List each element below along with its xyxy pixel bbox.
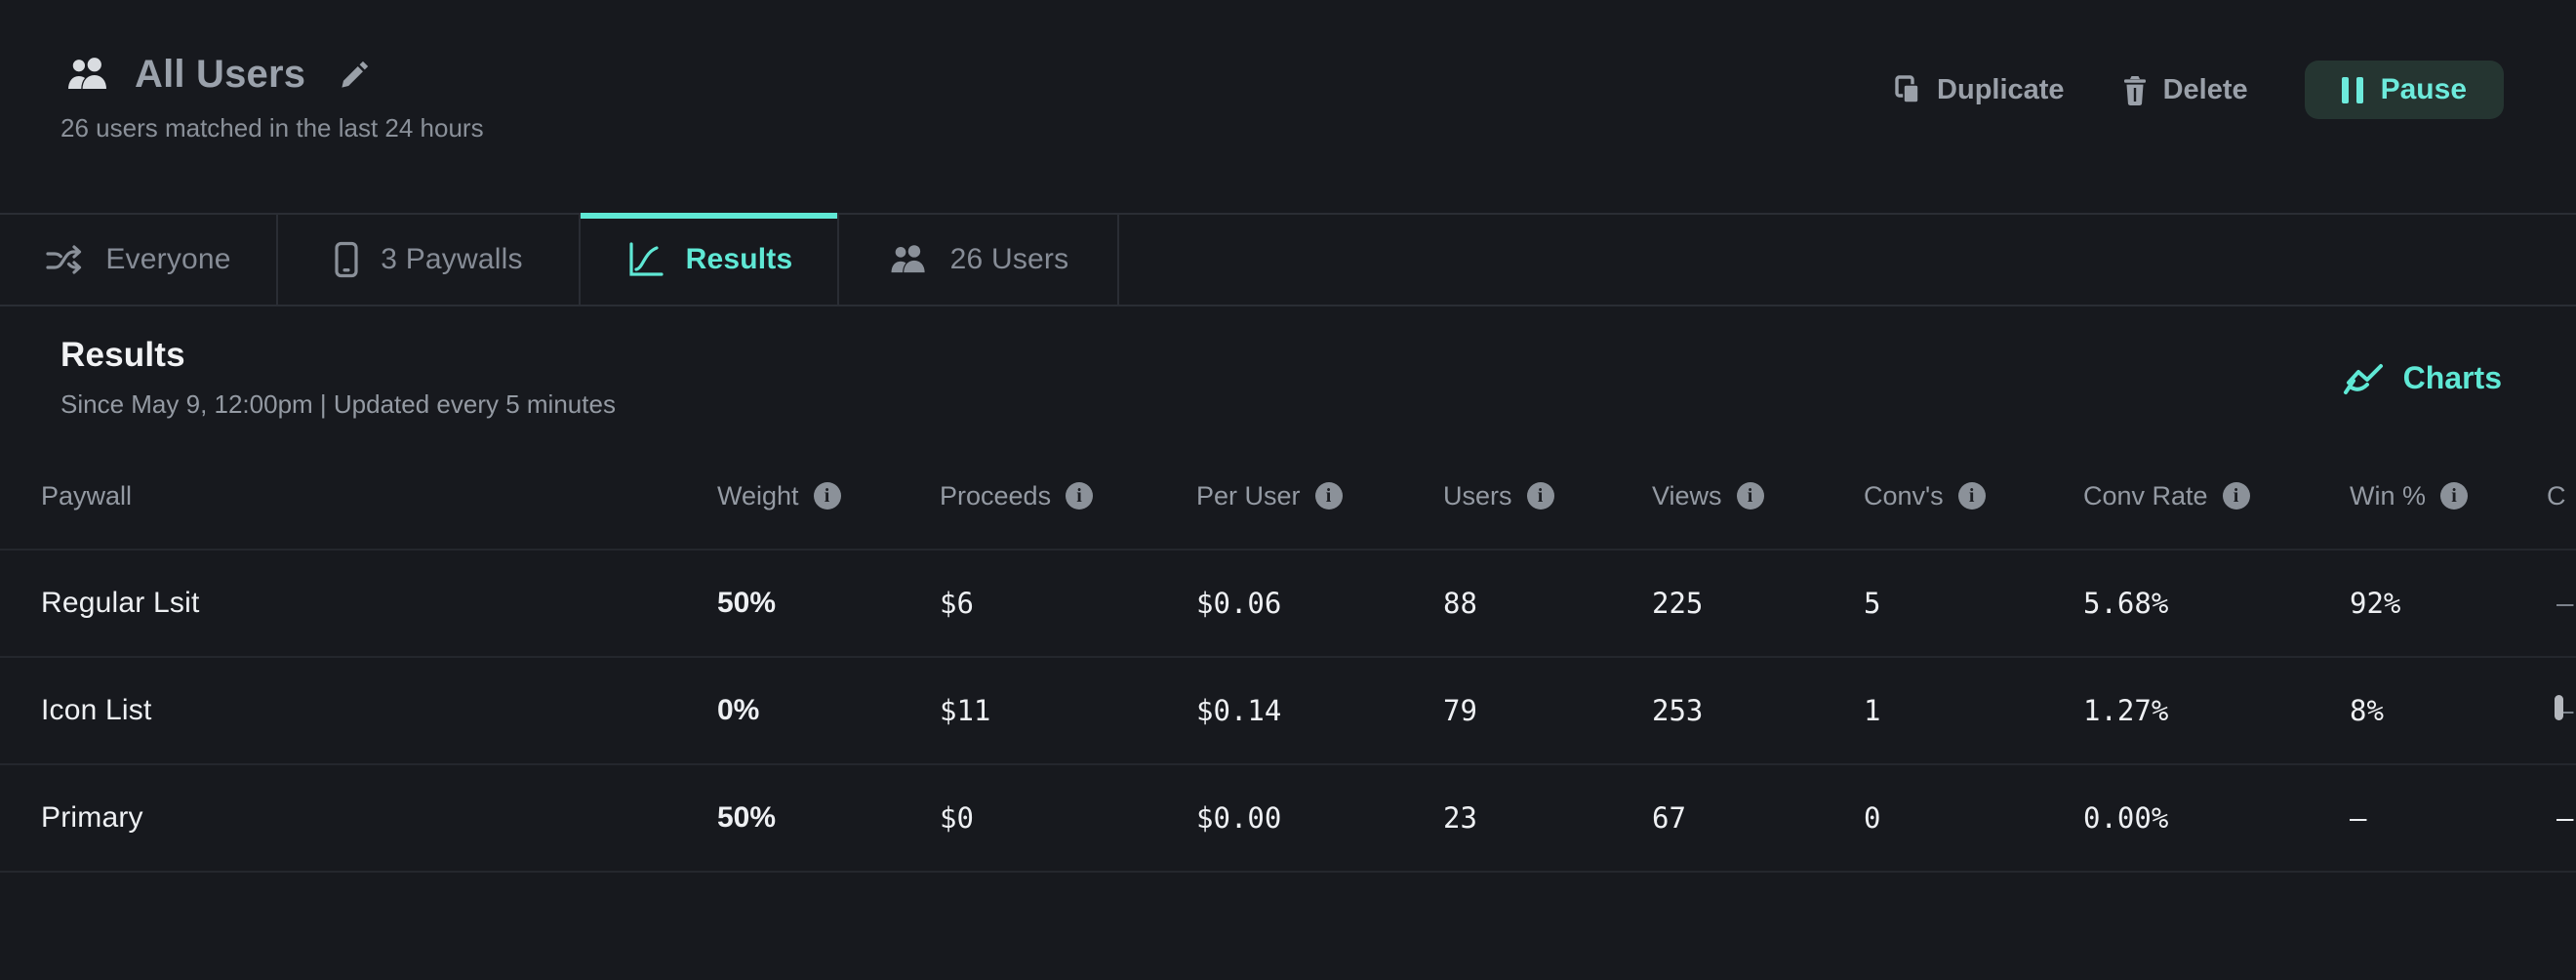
column-header-users: Users i (1443, 481, 1652, 511)
cell-convs: 1 (1864, 694, 1881, 727)
cell-weight: 50% (717, 801, 777, 834)
cell-per-user: $0.14 (1196, 694, 1282, 727)
cell-paywall: Regular Lsit (41, 587, 200, 619)
column-header-views: Views i (1652, 481, 1864, 511)
cell-users: 88 (1443, 587, 1477, 620)
cell-per-user: $0.00 (1196, 801, 1282, 835)
column-header-win: Win % i (2350, 481, 2547, 511)
cell-convs: 5 (1864, 587, 1881, 620)
table-row-primary[interactable]: Primary 50% $0 $0.00 23 67 0 0.00% – – (0, 765, 2576, 873)
table-row-icon-list[interactable]: Icon List 0% $11 $0.14 79 253 1 1.27% 8%… (0, 658, 2576, 765)
tab-paywalls-label: 3 Paywalls (381, 243, 523, 275)
tab-everyone[interactable]: Everyone (0, 215, 278, 305)
info-icon[interactable]: i (1526, 482, 1554, 510)
info-icon[interactable]: i (1736, 482, 1764, 510)
table-row-regular-lsit[interactable]: Regular Lsit 50% $6 $0.06 88 225 5 5.68%… (0, 551, 2576, 658)
cell-users: 79 (1443, 694, 1477, 727)
pause-button[interactable]: Pause (2304, 61, 2504, 119)
info-icon[interactable]: i (2440, 482, 2469, 510)
tab-results[interactable]: Results (581, 213, 839, 305)
tab-results-label: Results (685, 243, 793, 275)
duplicate-icon (1893, 74, 1922, 105)
duplicate-button[interactable]: Duplicate (1893, 74, 2065, 106)
cell-proceeds: $6 (940, 587, 974, 620)
cell-conv-rate: 1.27% (2083, 694, 2169, 727)
column-header-convs: Conv's i (1864, 481, 2083, 511)
column-header-per-user: Per User i (1196, 481, 1443, 511)
shuffle-icon (45, 243, 84, 276)
title-row: All Users (60, 49, 2576, 100)
tab-paywalls[interactable]: 3 Paywalls (278, 215, 581, 305)
column-header-conv-rate: Conv Rate i (2083, 481, 2350, 511)
cell-conv-rate: 0.00% (2083, 801, 2169, 835)
duplicate-label: Duplicate (1937, 73, 2065, 105)
cell-weight: 0% (717, 694, 760, 726)
cell-views: 67 (1652, 801, 1686, 835)
column-header-proceeds: Proceeds i (940, 481, 1196, 511)
top-actions: Duplicate Delete Paus (1893, 61, 2504, 119)
phone-icon (334, 241, 359, 278)
experiment-page: All Users 26 users matched in the last 2… (0, 0, 2576, 873)
info-icon[interactable]: i (1066, 482, 1094, 510)
cell-win: 92% (2350, 587, 2401, 620)
column-header-cut: C (2547, 480, 2566, 510)
delete-button[interactable]: Delete (2121, 74, 2248, 106)
charts-icon (2341, 359, 2386, 396)
info-icon[interactable]: i (1957, 482, 1986, 510)
cell-paywall: Icon List (41, 694, 152, 726)
pause-icon (2341, 76, 2363, 103)
results-table: Paywall Weight i Proceeds i Per User i U… (0, 443, 2576, 873)
charts-button[interactable]: Charts (2341, 359, 2502, 396)
scrollbar-thumb[interactable] (2555, 695, 2563, 720)
column-header-paywall: Paywall (41, 480, 133, 510)
results-header: Results Since May 9, 12:00pm | Updated e… (0, 306, 2576, 443)
cell-proceeds: $11 (940, 694, 991, 727)
cell-conv-rate: 5.68% (2083, 587, 2169, 620)
info-icon[interactable]: i (1314, 482, 1343, 510)
cell-win: 8% (2350, 694, 2384, 727)
tab-everyone-label: Everyone (105, 243, 231, 275)
charts-label: Charts (2402, 359, 2502, 395)
cell-paywall: Primary (41, 801, 143, 834)
cell-weight: 50% (717, 587, 777, 619)
results-heading-block: Results Since May 9, 12:00pm | Updated e… (60, 336, 616, 420)
results-subtitle: Since May 9, 12:00pm | Updated every 5 m… (60, 389, 616, 419)
cell-per-user: $0.06 (1196, 587, 1282, 620)
cell-views: 253 (1652, 694, 1704, 727)
table-header-row: Paywall Weight i Proceeds i Per User i U… (0, 443, 2576, 551)
pause-label: Pause (2380, 73, 2467, 105)
tab-users[interactable]: 26 Users (839, 215, 1119, 305)
line-chart-icon (625, 240, 664, 279)
trash-icon (2121, 74, 2149, 105)
cell-proceeds: $0 (940, 801, 974, 835)
edit-icon[interactable] (335, 54, 376, 95)
cell-cut: – (2556, 801, 2574, 835)
results-title: Results (60, 336, 185, 374)
cell-users: 23 (1443, 801, 1477, 835)
top-bar: All Users 26 users matched in the last 2… (0, 0, 2576, 213)
users-icon (888, 243, 929, 276)
column-header-weight: Weight i (717, 481, 940, 511)
info-icon[interactable]: i (813, 482, 841, 510)
cell-win: – (2350, 801, 2367, 835)
tab-bar: Everyone 3 Paywalls Results (0, 213, 2576, 306)
tab-users-label: 26 Users (949, 243, 1069, 275)
delete-label: Delete (2162, 73, 2248, 105)
cell-views: 225 (1652, 587, 1704, 620)
cell-cut: – (2556, 587, 2574, 620)
info-icon[interactable]: i (2222, 482, 2250, 510)
matched-users-subtitle: 26 users matched in the last 24 hours (60, 113, 484, 143)
users-icon (64, 55, 111, 94)
page-title: All Users (135, 52, 306, 96)
cell-convs: 0 (1864, 801, 1881, 835)
